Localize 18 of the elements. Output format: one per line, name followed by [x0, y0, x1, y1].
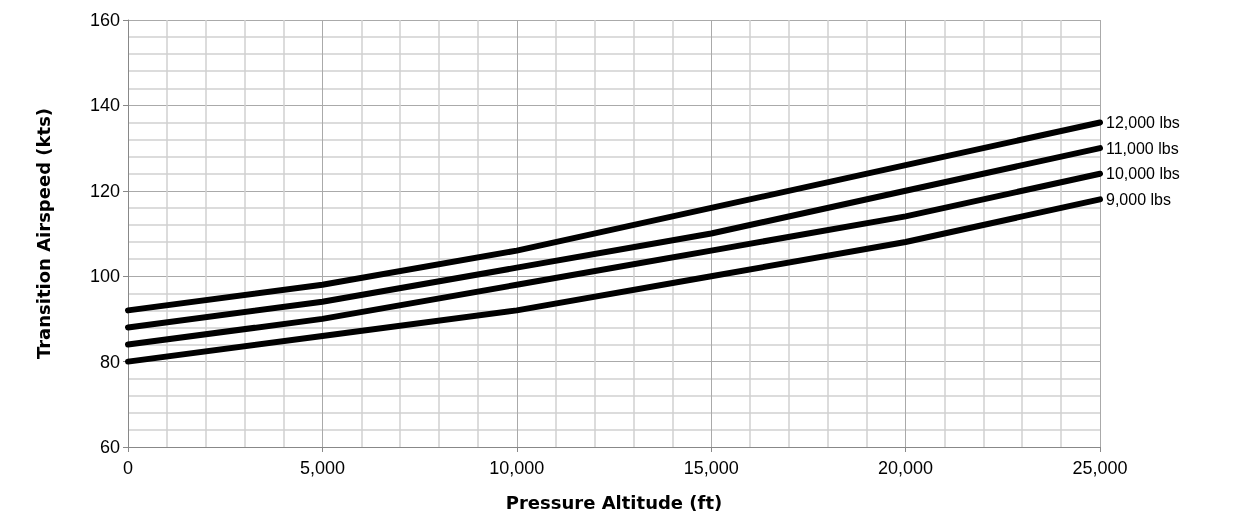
x-tick-label: 0: [122, 458, 134, 478]
y-axis-title: Transition Airspeed (kts): [32, 107, 54, 360]
series-label: 11,000 lbs: [1106, 139, 1179, 157]
series-label: 12,000 lbs: [1106, 113, 1180, 131]
x-axis-title: Pressure Altitude (ft): [505, 491, 723, 513]
x-tick-label: 20,000: [878, 458, 934, 478]
x-tick-label: 10,000: [489, 458, 545, 478]
y-tick-label: 100: [89, 266, 120, 287]
y-tick-label: 140: [89, 95, 120, 116]
y-tick-label: 80: [99, 351, 120, 372]
x-tick-label: 15,000: [683, 458, 739, 478]
y-tick-label: 120: [89, 180, 120, 201]
series-label: 10,000 lbs: [1106, 165, 1180, 183]
y-tick-label: 60: [99, 437, 120, 457]
series-label: 9,000 lbs: [1106, 190, 1171, 208]
x-tick-label: 25,000: [1072, 458, 1128, 478]
y-tick-label: 160: [89, 10, 120, 30]
x-tick-label: 5,000: [299, 458, 345, 478]
